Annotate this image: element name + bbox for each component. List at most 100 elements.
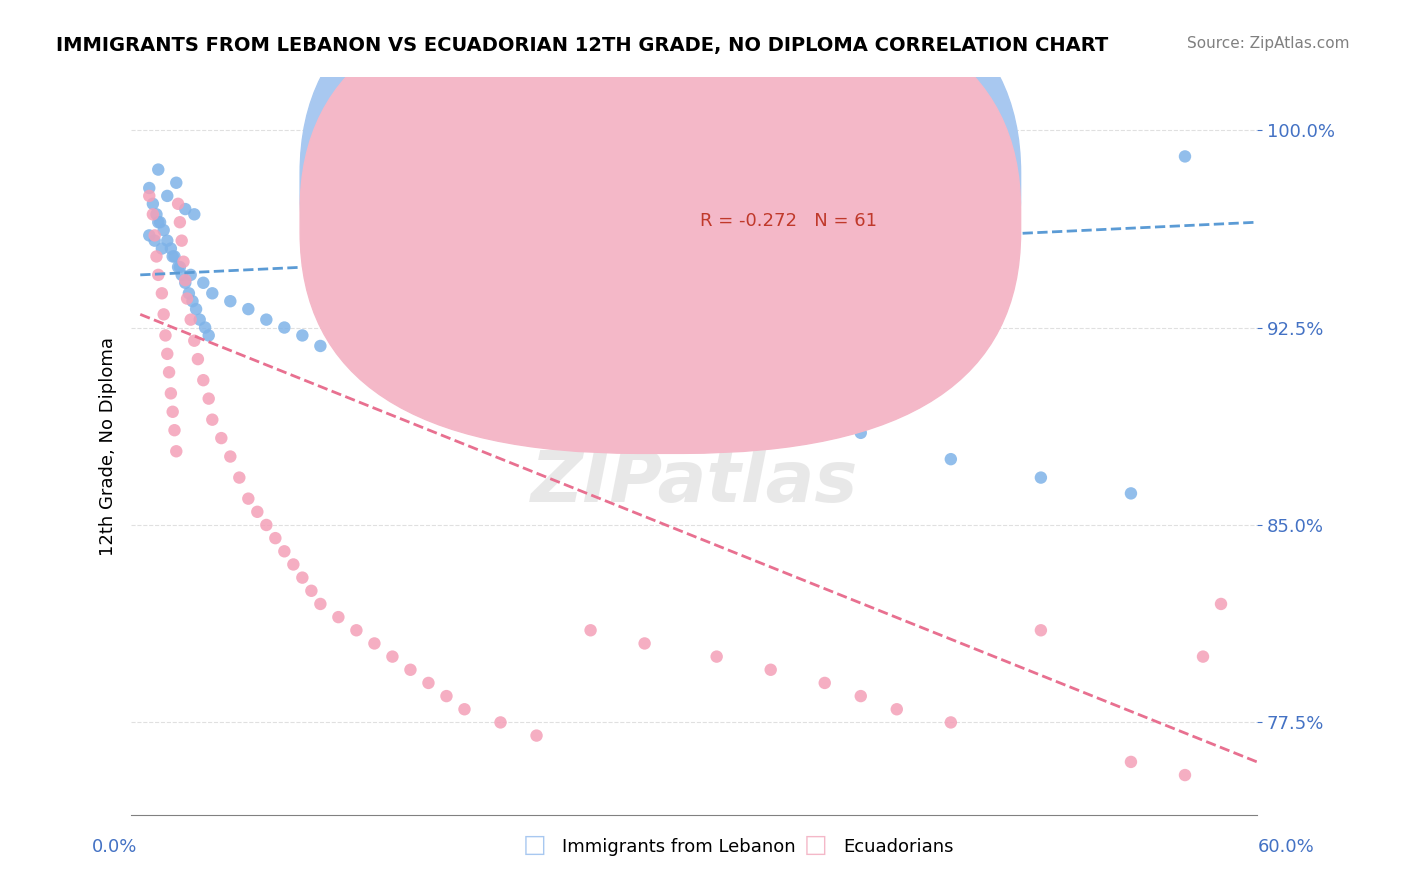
Point: [309, 597, 332, 611]
Point: [291, 328, 314, 343]
Point: [193, 276, 215, 290]
Point: [193, 373, 215, 387]
Point: [138, 189, 160, 203]
Point: [197, 392, 219, 406]
Point: [246, 505, 269, 519]
Text: ZIPatlas: ZIPatlas: [530, 449, 858, 517]
Point: [160, 386, 183, 401]
Point: [759, 417, 782, 432]
Point: [197, 328, 219, 343]
Text: Source: ZipAtlas.com: Source: ZipAtlas.com: [1187, 36, 1350, 51]
Point: [1029, 470, 1052, 484]
Point: [155, 328, 177, 343]
FancyBboxPatch shape: [616, 151, 920, 254]
Point: [148, 268, 170, 282]
Point: [1192, 649, 1215, 664]
Point: [201, 286, 224, 301]
Point: [299, 583, 322, 598]
Point: [1209, 597, 1232, 611]
Point: [163, 423, 186, 437]
Point: [706, 649, 728, 664]
Point: [849, 689, 872, 703]
Point: [363, 636, 385, 650]
Point: [633, 400, 655, 414]
Point: [418, 676, 440, 690]
Point: [579, 624, 602, 638]
Point: [174, 202, 197, 216]
Point: [238, 491, 260, 506]
Y-axis label: 12th Grade, No Diploma: 12th Grade, No Diploma: [100, 336, 117, 556]
Point: [138, 181, 160, 195]
Text: 0.0%: 0.0%: [91, 838, 136, 855]
Text: Ecuadorians: Ecuadorians: [844, 838, 955, 855]
Point: [177, 286, 200, 301]
Point: [173, 254, 195, 268]
Point: [849, 425, 872, 440]
Point: [167, 196, 190, 211]
Point: [209, 431, 232, 445]
Point: [160, 242, 183, 256]
FancyBboxPatch shape: [299, 0, 1021, 417]
Point: [156, 347, 179, 361]
Point: [759, 663, 782, 677]
Point: [174, 273, 197, 287]
Point: [145, 207, 167, 221]
Point: [219, 294, 242, 309]
Point: [1119, 755, 1142, 769]
Point: [939, 452, 962, 467]
Point: [418, 365, 440, 379]
Point: [188, 312, 211, 326]
Point: [142, 196, 165, 211]
Point: [152, 223, 174, 237]
Text: 60.0%: 60.0%: [1258, 838, 1315, 855]
Point: [453, 702, 475, 716]
Point: [381, 355, 404, 369]
Point: [886, 702, 908, 716]
Point: [174, 276, 197, 290]
Point: [814, 676, 837, 690]
Point: [328, 610, 350, 624]
Point: [183, 207, 205, 221]
Point: [148, 162, 170, 177]
Text: R =  0.065   N = 51: R = 0.065 N = 51: [700, 176, 876, 194]
Point: [273, 544, 295, 558]
Point: [145, 250, 167, 264]
Point: [1029, 624, 1052, 638]
Point: [167, 260, 190, 274]
Point: [273, 320, 295, 334]
Point: [150, 242, 173, 256]
Point: [165, 444, 187, 458]
Point: [184, 302, 207, 317]
Point: [228, 470, 250, 484]
Point: [138, 228, 160, 243]
Point: [291, 571, 314, 585]
Point: [489, 715, 512, 730]
Point: [176, 292, 198, 306]
Point: [148, 215, 170, 229]
Point: [526, 729, 548, 743]
Point: [1174, 768, 1197, 782]
Point: [183, 334, 205, 348]
Point: [170, 234, 193, 248]
Point: [152, 307, 174, 321]
Point: [264, 531, 287, 545]
Point: [633, 636, 655, 650]
Point: [526, 381, 548, 395]
Text: R = -0.272   N = 61: R = -0.272 N = 61: [700, 212, 877, 230]
Point: [143, 234, 166, 248]
Point: [254, 312, 277, 326]
Point: [219, 450, 242, 464]
FancyBboxPatch shape: [299, 0, 1021, 453]
Text: IMMIGRANTS FROM LEBANON VS ECUADORIAN 12TH GRADE, NO DIPLOMA CORRELATION CHART: IMMIGRANTS FROM LEBANON VS ECUADORIAN 12…: [56, 36, 1108, 54]
Point: [309, 339, 332, 353]
Point: [165, 176, 187, 190]
Point: [1119, 486, 1142, 500]
Point: [579, 392, 602, 406]
Point: [399, 663, 422, 677]
Point: [162, 250, 184, 264]
Point: [201, 412, 224, 426]
Point: [344, 347, 367, 361]
Point: [181, 294, 204, 309]
Point: [939, 715, 962, 730]
Point: [1174, 149, 1197, 163]
